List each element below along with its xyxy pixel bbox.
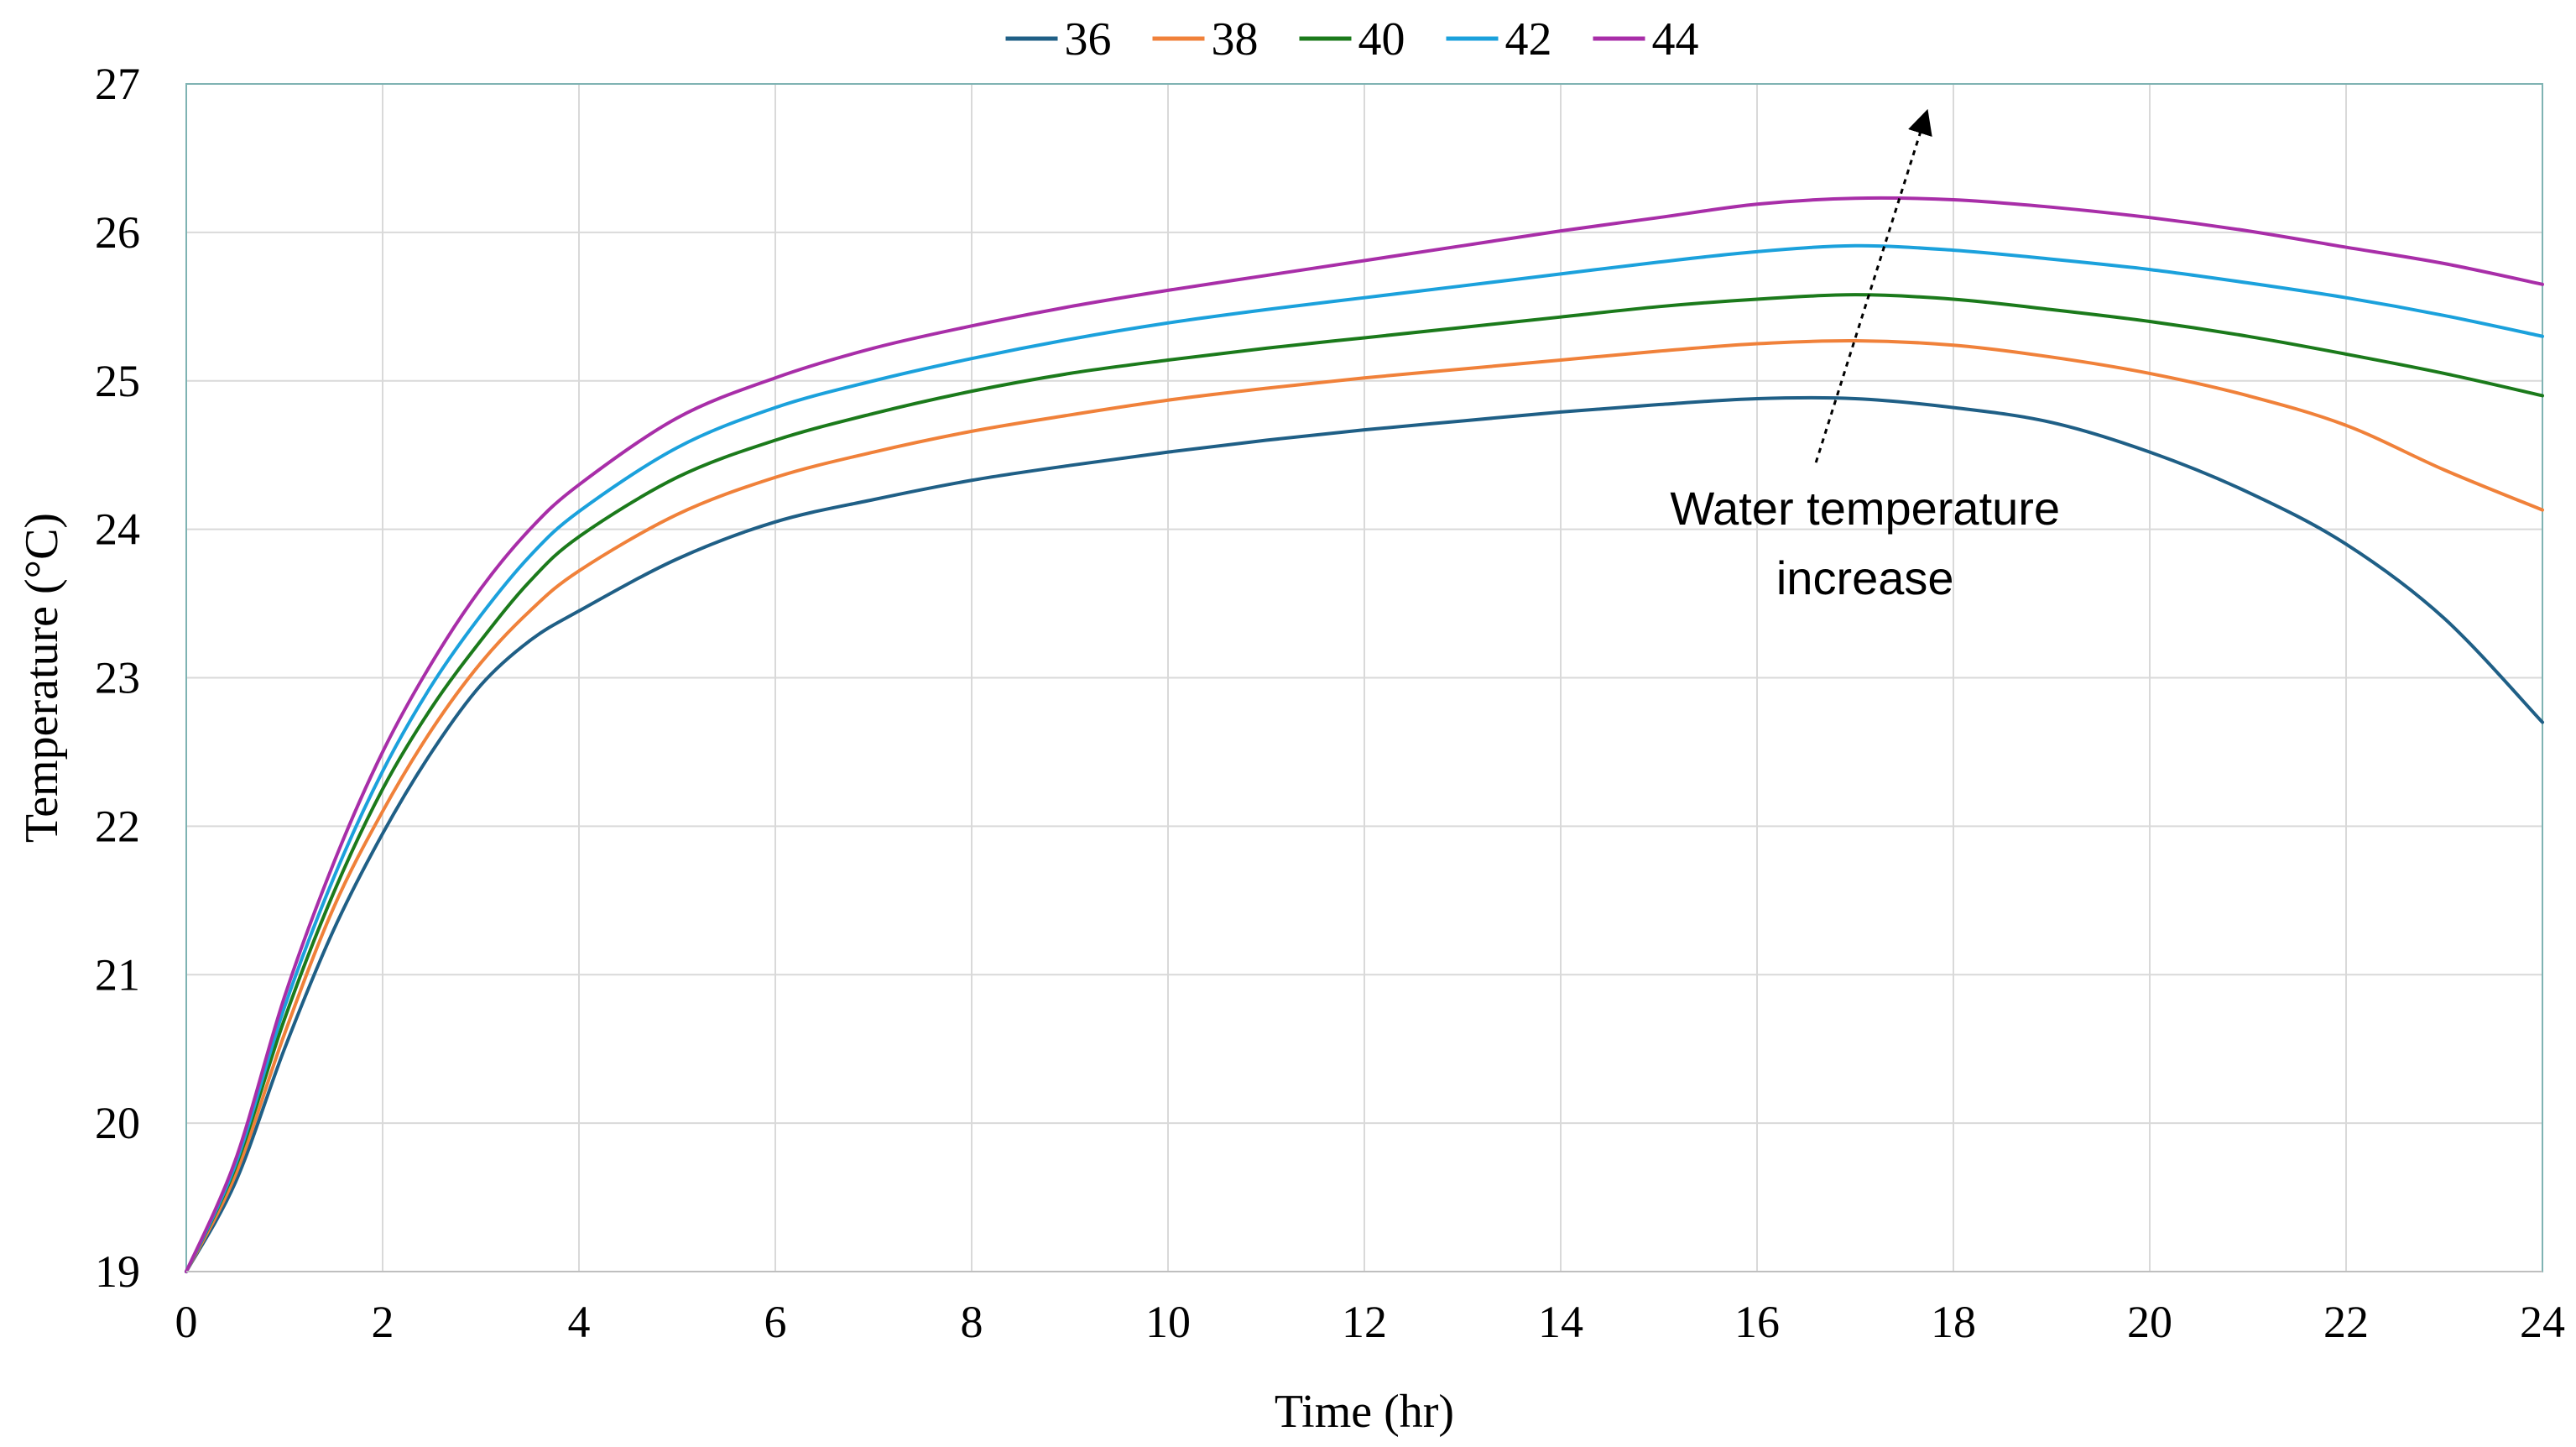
annotation-text-line1: Water temperature [1670,482,2060,535]
y-tick-label: 22 [95,801,140,851]
legend: 36 38 40 42 44 [1005,13,1699,65]
x-tick-label: 16 [1734,1297,1780,1347]
y-tick-label: 27 [95,59,140,109]
x-tick-label: 4 [568,1297,591,1347]
annotation: Water temperature increase [1670,108,2060,604]
x-tick-label: 6 [764,1297,787,1347]
x-tick-label: 0 [175,1297,198,1347]
y-tick-label: 23 [95,653,140,703]
series-line-42 [185,243,2544,1273]
series-line-36 [185,395,2544,1273]
legend-label-44: 44 [1652,13,1699,65]
y-tick-label: 24 [95,504,140,555]
x-tick-label: 14 [1538,1297,1583,1347]
series-line-40 [185,293,2544,1273]
x-tick-label: 10 [1145,1297,1191,1347]
y-axis-label: Temperature (°C) [16,513,68,843]
annotation-arrow [1814,108,1932,463]
series-line-44 [185,196,2544,1273]
legend-label-40: 40 [1358,13,1405,65]
y-tick-label: 25 [95,356,140,406]
legend-label-38: 38 [1212,13,1259,65]
x-tick-label: 2 [372,1297,394,1347]
y-tick-label: 26 [95,207,140,258]
y-tick-label: 20 [95,1098,140,1148]
x-axis-label: Time (hr) [1275,1386,1454,1438]
legend-label-42: 42 [1505,13,1552,65]
x-tick-label: 20 [2127,1297,2172,1347]
series-line-38 [185,338,2544,1273]
x-tick-label: 22 [2323,1297,2369,1347]
y-tick-label: 19 [95,1246,140,1297]
x-tick-label: 18 [1931,1297,1976,1347]
series-lines [185,196,2544,1273]
x-tick-label: 24 [2520,1297,2565,1347]
legend-label-36: 36 [1065,13,1112,65]
x-tick-label: 12 [1342,1297,1387,1347]
y-tick-label: 21 [95,949,140,1000]
annotation-text-line2: increase [1776,551,1954,604]
x-tick-label: 8 [961,1297,983,1347]
